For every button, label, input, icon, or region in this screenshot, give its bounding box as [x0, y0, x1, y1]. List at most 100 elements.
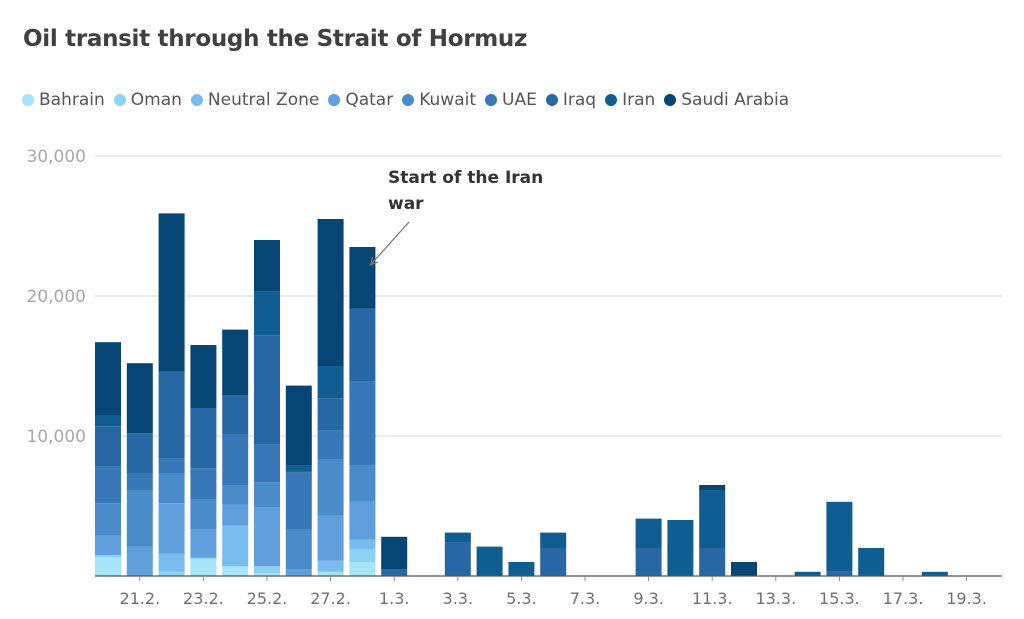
bar-segment-25-2-iran — [254, 291, 280, 336]
bar-segment-25-2-oman — [254, 566, 280, 574]
legend-item-oman: Oman — [113, 90, 182, 110]
bar-segment-4-3-iran — [476, 546, 503, 576]
bar-segment-26-2-kuwait — [285, 529, 312, 569]
bar-segment-24-2-qatar — [222, 504, 249, 526]
x-tick-label-21-2: 21.2. — [119, 589, 160, 608]
bar-segment-21-2-kuwait — [126, 490, 153, 547]
bar-segment-23-2-kuwait — [190, 499, 217, 530]
bar-segment-26-2-iraq — [285, 471, 312, 473]
annotation-arrow-line — [369, 221, 410, 266]
bar-segment-23-2-uae — [190, 468, 217, 499]
bar-segment-24-2-saudi-arabia — [222, 329, 249, 396]
bar-segment-28-2-neutral-zone — [349, 539, 376, 550]
bar-segment-22-2-kuwait — [158, 473, 185, 504]
legend-label-qatar: Qatar — [345, 90, 394, 110]
legend-label-kuwait: Kuwait — [419, 90, 477, 110]
bar-segment-22-2-saudi-arabia — [158, 213, 185, 372]
bar-segment-6-3-iraq — [540, 548, 567, 576]
bar-segment-25-2-saudi-arabia — [254, 240, 280, 292]
annotation-text-line-2: war — [388, 194, 424, 214]
legend-item-uae: UAE — [485, 90, 537, 110]
bar-segment-27-2-iran — [317, 366, 344, 399]
bar-segment-23-2-saudi-arabia — [190, 345, 217, 408]
bar-segment-20-2-saudi-arabia — [95, 342, 121, 415]
x-tick-label-27-2: 27.2. — [310, 589, 351, 608]
bar-segment-11-3-iran — [699, 490, 726, 548]
bar-segment-23-2-iraq — [190, 408, 217, 469]
legend-swatch-bahrain — [22, 94, 34, 106]
legend: Bahrain Oman Neutral Zone Qatar Kuwait UAE Ira… — [22, 90, 798, 110]
bar-segment-27-2-qatar — [317, 515, 344, 561]
bar-segment-24-2-iraq — [222, 395, 249, 435]
legend-swatch-neutral-zone — [190, 94, 203, 106]
bar-segment-26-2-saudi-arabia — [285, 385, 312, 466]
x-tick-label-7-3: 7.3. — [570, 589, 601, 608]
bar-segment-20-2-kuwait — [95, 503, 121, 536]
y-tick-label-10000: 10,000 — [27, 427, 86, 447]
x-tick-label-13-3: 13.3. — [755, 589, 796, 608]
bar-segment-6-3-iran — [540, 532, 567, 548]
bar-segment-10-3-iran — [667, 520, 694, 576]
x-tick-label-25-2: 25.2. — [247, 589, 288, 608]
legend-item-bahrain: Bahrain — [22, 90, 105, 110]
bar-segment-22-2-qatar — [158, 503, 185, 554]
legend-label-neutral-zone: Neutral Zone — [207, 90, 320, 110]
annotation-text-line-1: Start of the Iran — [388, 168, 543, 188]
x-tick-label-17-3: 17.3. — [883, 589, 924, 608]
bar-segment-27-2-bahrain — [317, 571, 344, 576]
bar-segment-21-2-saudi-arabia — [126, 363, 153, 434]
legend-swatch-kuwait — [402, 94, 415, 106]
bar-segment-20-2-qatar — [95, 535, 121, 555]
bar-segment-3-3-iraq — [444, 542, 471, 576]
legend-label-bahrain: Bahrain — [39, 90, 105, 110]
y-tick-label-30000: 30,000 — [27, 147, 86, 167]
x-tick-label-5-3: 5.3. — [506, 589, 537, 608]
bar-segment-28-2-oman — [349, 549, 376, 562]
bar-segment-9-3-iran — [635, 518, 662, 548]
bar-segment-15-3-iran — [826, 501, 853, 572]
bar-segment-9-3-iraq — [635, 548, 662, 576]
bar-segment-25-2-qatar — [254, 507, 280, 567]
bar-segment-3-3-iran — [444, 532, 471, 543]
bar-segment-21-2-iraq — [126, 433, 153, 474]
bar-segment-28-2-qatar — [349, 501, 376, 540]
bar-segment-24-2-uae — [222, 434, 249, 485]
x-tick-label-23-2: 23.2. — [183, 589, 224, 608]
legend-item-qatar: Qatar — [328, 90, 393, 110]
bar-segment-25-2-iraq — [254, 335, 280, 445]
bar-segment-27-2-iraq — [317, 398, 344, 431]
legend-swatch-iran — [605, 94, 618, 106]
y-tick-label-20000: 20,000 — [27, 287, 86, 307]
legend-item-saudi-arabia: Saudi Arabia — [664, 90, 789, 110]
legend-item-kuwait: Kuwait — [402, 90, 476, 110]
legend-item-iraq: Iraq — [545, 90, 596, 110]
bar-segment-27-2-saudi-arabia — [317, 219, 344, 366]
bar-segment-16-3-iran — [858, 548, 885, 576]
x-tick-label-9-3: 9.3. — [633, 589, 664, 608]
legend-label-iran: Iran — [622, 90, 656, 110]
bar-segment-22-2-iraq — [158, 371, 185, 459]
bar-segment-20-2-iran — [95, 415, 121, 427]
x-tick-label-11-3: 11.3. — [692, 589, 733, 608]
chart-title: Oil transit through the Strait of Hormuz — [23, 26, 528, 52]
bar-segment-14-3-iran — [794, 571, 821, 576]
bar-segment-11-3-iraq — [699, 548, 726, 576]
bar-segment-25-2-kuwait — [254, 482, 280, 508]
x-tick-label-19-3: 19.3. — [946, 589, 987, 608]
bar-segment-26-2-uae — [285, 472, 312, 530]
legend-swatch-oman — [113, 94, 126, 106]
bar-segment-28-2-iraq — [349, 308, 376, 382]
legend-label-oman: Oman — [130, 90, 182, 110]
bar-segment-25-2-uae — [254, 444, 280, 483]
bar-segment-20-2-oman — [95, 555, 121, 558]
bar-segment-22-2-neutral-zone — [158, 553, 185, 572]
legend-swatch-saudi-arabia — [664, 94, 677, 106]
bar-segment-1-3-saudi-arabia — [381, 536, 408, 569]
bar-segment-20-2-bahrain — [95, 557, 121, 576]
bar-segment-23-2-oman — [190, 557, 217, 560]
bar-segment-21-2-qatar — [126, 546, 153, 576]
legend-label-saudi-arabia: Saudi Arabia — [681, 90, 790, 110]
bar-segment-25-2-bahrain — [254, 573, 280, 576]
legend-swatch-iraq — [545, 94, 558, 106]
bar-segment-28-2-uae — [349, 381, 376, 466]
